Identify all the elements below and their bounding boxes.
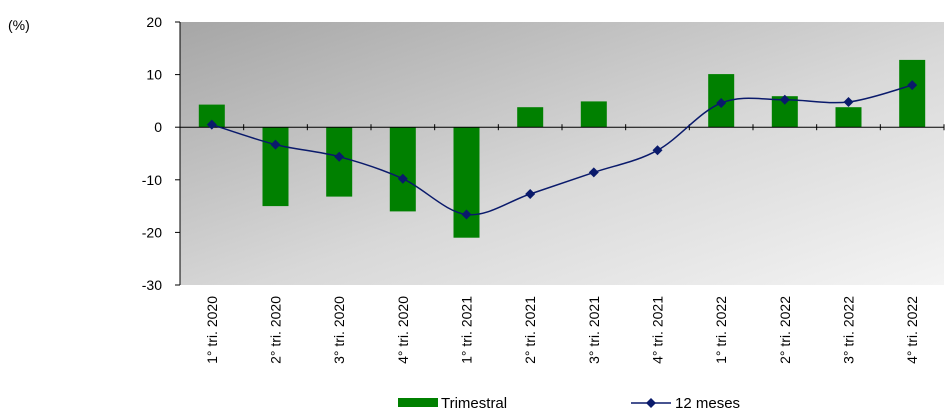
bar-trimestral-11 [835, 107, 862, 128]
plot-area [180, 22, 944, 285]
x-tick-label: 4° tri. 2020 [395, 296, 411, 364]
bar-trimestral-2 [262, 127, 289, 207]
unit-label: (%) [8, 17, 30, 33]
bar-trimestral-5 [453, 127, 480, 238]
marker-12-meses-7 [588, 167, 599, 178]
marker-12-meses-12 [907, 80, 918, 91]
marker-12-meses-10 [779, 94, 790, 105]
legend: Trimestral 12 meses [398, 395, 740, 412]
marker-12-meses-6 [525, 189, 536, 199]
marker-12-meses-2 [270, 139, 281, 150]
bar-trimestral-12 [899, 59, 926, 128]
marker-12-meses-4 [397, 173, 408, 184]
x-tick-label: 2° tri. 2022 [777, 296, 793, 364]
x-tick-label: 4° tri. 2021 [650, 296, 666, 364]
marker-12-meses-11 [843, 97, 854, 107]
x-tick-label: 3° tri. 2021 [586, 296, 602, 364]
marker-12-meses-9 [716, 98, 727, 108]
bar-trimestral-6 [517, 107, 544, 128]
legend-label-12-meses: 12 meses [675, 395, 740, 412]
legend-label-trimestral: Trimestral [441, 395, 507, 412]
marker-12-meses-3 [334, 151, 345, 162]
marker-12-meses-8 [652, 145, 663, 156]
y-tick-label: 0 [154, 119, 162, 135]
legend-swatch-trimestral [398, 398, 438, 407]
x-tick-label: 1° tri. 2020 [204, 296, 220, 364]
y-tick-label: -10 [142, 172, 162, 188]
y-tick-labels: 20 10 0 -10 -20 -30 [142, 14, 162, 293]
x-tick-label: 4° tri. 2022 [904, 296, 920, 364]
x-tick-label: 2° tri. 2020 [268, 296, 284, 364]
x-tick-label: 3° tri. 2020 [331, 296, 347, 364]
x-tick-label: 2° tri. 2021 [522, 296, 538, 364]
marker-12-meses-5 [461, 209, 472, 220]
y-tick-label: 20 [146, 14, 162, 30]
x-tick-labels: 1° tri. 2020 2° tri. 2020 3° tri. 2020 4° t… [204, 296, 920, 364]
x-tick-label: 3° tri. 2022 [841, 296, 857, 364]
x-tick-label: 1° tri. 2021 [459, 296, 475, 364]
bar-trimestral-3 [326, 127, 353, 197]
y-tick-label: 10 [146, 67, 162, 83]
marker-12-meses-1 [206, 119, 217, 130]
bar-trimestral-7 [580, 101, 607, 128]
bar-trimestral-1 [198, 104, 225, 128]
legend-marker-12-meses [646, 398, 656, 408]
line-layer [206, 80, 918, 220]
bar-trimestral-4 [389, 127, 416, 212]
x-tick-label: 1° tri. 2022 [713, 296, 729, 364]
y-tick-label: -20 [142, 224, 162, 240]
y-tick-label: -30 [142, 277, 162, 293]
axes-layer [175, 21, 945, 286]
